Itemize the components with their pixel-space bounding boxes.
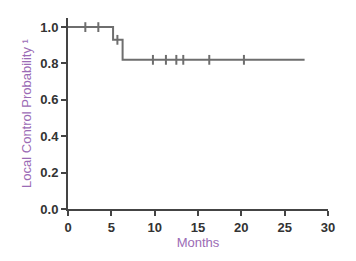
svg-text:0: 0 — [64, 220, 71, 235]
svg-text:25: 25 — [277, 220, 291, 235]
svg-text:Months: Months — [177, 235, 220, 250]
svg-text:0.4: 0.4 — [40, 129, 59, 144]
svg-text:10: 10 — [147, 220, 161, 235]
svg-text:0.6: 0.6 — [40, 92, 58, 107]
svg-text:5: 5 — [108, 220, 115, 235]
svg-text:30: 30 — [321, 220, 335, 235]
svg-text:1.0: 1.0 — [40, 20, 58, 35]
svg-text:20: 20 — [234, 220, 248, 235]
svg-text:0.2: 0.2 — [40, 165, 58, 180]
svg-text:0.0: 0.0 — [40, 202, 58, 217]
svg-text:15: 15 — [191, 220, 205, 235]
svg-text:0.8: 0.8 — [40, 56, 58, 71]
svg-text:Local Control Probability ¹: Local Control Probability ¹ — [19, 38, 34, 188]
